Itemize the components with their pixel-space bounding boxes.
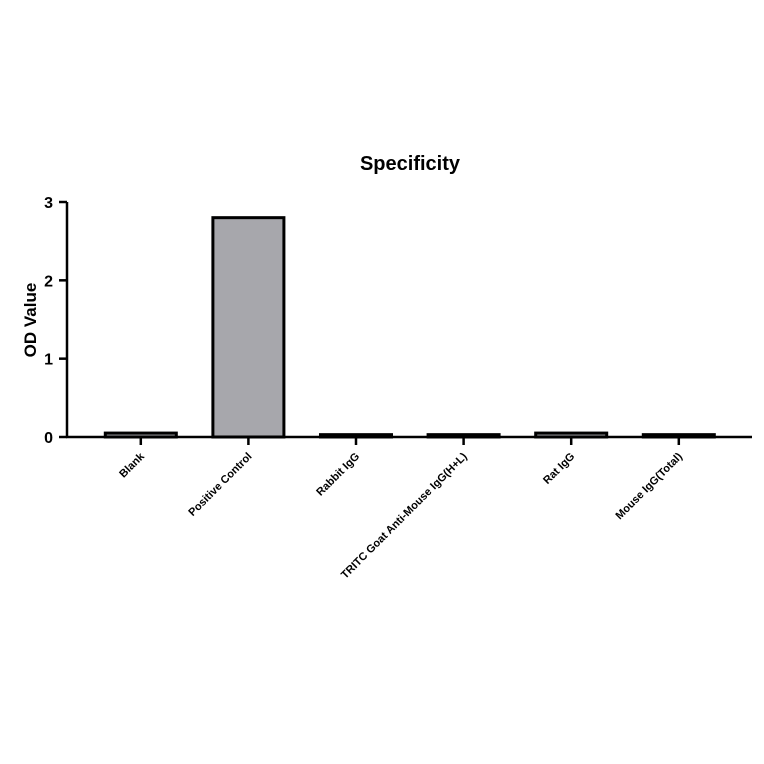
x-tick-label: TRITC Goat Anti-Mouse IgG(H+L) — [339, 450, 470, 581]
x-tick-label: Mouse IgG(Total) — [613, 450, 685, 522]
y-tick-label: 3 — [44, 195, 53, 212]
x-tick-label: Blank — [117, 450, 147, 480]
x-tick-label: Rat IgG — [541, 451, 577, 487]
bar — [211, 216, 286, 439]
chart-title: Specificity — [360, 153, 461, 175]
y-tick-label: 0 — [44, 430, 53, 447]
y-tick-label: 2 — [44, 273, 53, 290]
y-axis-label: OD Value — [21, 283, 40, 358]
x-tick-label: Positive Control — [186, 451, 254, 519]
x-tick-label: Rabbit IgG — [314, 451, 362, 499]
y-tick-label: 1 — [44, 352, 53, 369]
